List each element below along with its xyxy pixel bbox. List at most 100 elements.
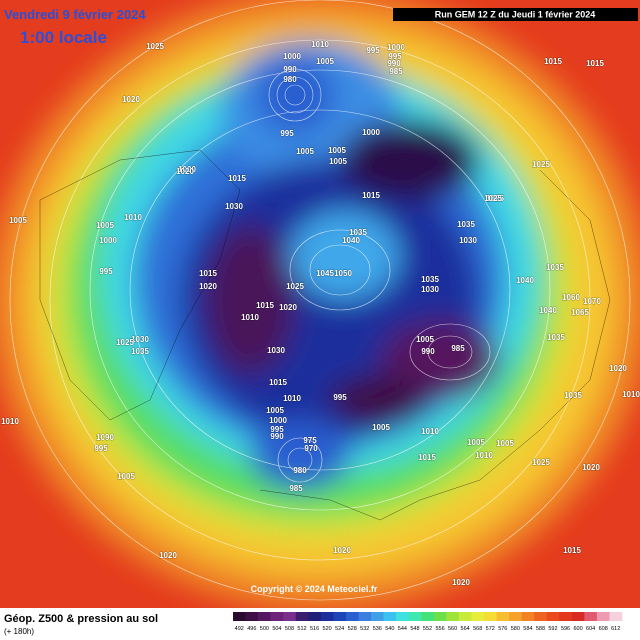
colorbar-swatch — [546, 612, 560, 621]
colorbar-swatch — [383, 612, 397, 621]
colorbar-label: 548 — [410, 626, 419, 632]
colorbar-swatch — [433, 612, 447, 621]
pressure-label: 1035 — [546, 263, 564, 272]
pressure-label: 1005 — [467, 438, 485, 447]
pressure-label: 1010 — [241, 313, 259, 322]
pressure-label: 1000 — [362, 128, 380, 137]
colorbar-swatch — [345, 612, 359, 621]
pressure-label: 1020 — [122, 95, 140, 104]
colorbar-swatch — [521, 612, 535, 621]
pressure-label: 1015 — [418, 453, 436, 462]
pressure-label: 990 — [270, 432, 284, 441]
colorbar-label: 496 — [247, 626, 256, 632]
pressure-label: 1010 — [283, 394, 301, 403]
pressure-label: 1030 — [131, 335, 149, 344]
pressure-label: 995 — [388, 52, 402, 61]
pressure-label: 1015 — [563, 546, 581, 555]
pressure-label: 1005 — [266, 406, 284, 415]
pressure-label: 1020 — [279, 303, 297, 312]
run-info: Run GEM 12 Z du Jeudi 1 février 2024 — [435, 9, 596, 19]
pressure-label: 1035 — [421, 275, 439, 284]
pressure-label: 1040 — [342, 236, 360, 245]
pressure-label: 1025 — [486, 194, 504, 203]
pressure-label: 1035 — [131, 347, 149, 356]
colorbar-label: 556 — [435, 626, 444, 632]
pressure-label: 985 — [451, 344, 465, 353]
pressure-label: 1030 — [267, 346, 285, 355]
pressure-label: 1030 — [459, 236, 477, 245]
pressure-label: 980 — [293, 466, 307, 475]
pressure-label: 1015 — [199, 269, 217, 278]
pressure-label: 995 — [94, 444, 108, 453]
colorbar-label: 492 — [235, 626, 244, 632]
pressure-label: 1020 — [452, 578, 470, 587]
colorbar-swatch — [559, 612, 573, 621]
colorbar-swatch — [496, 612, 510, 621]
colorbar-label: 608 — [599, 626, 608, 632]
pressure-label: 1025 — [286, 282, 304, 291]
run-box — [393, 8, 638, 21]
colorbar-swatch — [233, 612, 246, 621]
pressure-label: 1020 — [199, 282, 217, 291]
colorbar-swatch — [571, 612, 585, 621]
pressure-label: 1025 — [116, 338, 134, 347]
colorbar-swatch — [421, 612, 435, 621]
colorbar-label: 576 — [498, 626, 507, 632]
colorbar-swatch — [471, 612, 485, 621]
pressure-label: 1015 — [362, 191, 380, 200]
pressure-label: 1010 — [475, 451, 493, 460]
pressure-label: 1065 — [571, 308, 589, 317]
pressure-label: 1035 — [547, 333, 565, 342]
pressure-label: 990 — [421, 347, 435, 356]
pressure-label: 1005 — [416, 335, 434, 344]
pressure-label: 1000 — [269, 416, 287, 425]
pressure-label: 995 — [366, 46, 380, 55]
pressure-label: 1015 — [586, 59, 604, 68]
pressure-label: 1010 — [421, 427, 439, 436]
pressure-label: 990 — [283, 65, 297, 74]
pressure-label: 1000 — [178, 165, 196, 174]
pressure-label: 1040 — [539, 306, 557, 315]
pressure-label: 1035 — [349, 228, 367, 237]
colorbar-swatch — [483, 612, 497, 621]
colorbar-swatch — [295, 612, 309, 621]
pressure-label: 1005 — [328, 146, 346, 155]
colorbar-swatch — [446, 612, 460, 621]
pressure-label: 1000 — [387, 43, 405, 52]
colorbar-label: 580 — [511, 626, 520, 632]
pressure-label: 1005 — [329, 157, 347, 166]
pressure-label: 1020 — [333, 546, 351, 555]
colorbar-swatch — [245, 612, 259, 621]
colorbar-swatch — [396, 612, 409, 621]
pressure-label: 1020 — [176, 167, 194, 176]
colorbar-label: 512 — [297, 626, 306, 632]
pressure-label: 1030 — [225, 202, 243, 211]
colorbar-label: 604 — [586, 626, 595, 632]
colorbar-label: 572 — [486, 626, 495, 632]
colorbar-swatch — [371, 612, 384, 621]
pressure-label: 1015 — [269, 378, 287, 387]
legend-subtitle: (+ 180h) — [4, 627, 34, 636]
pressure-label: 1010 — [1, 417, 19, 426]
pressure-label: 985 — [289, 484, 303, 493]
pressure-label: 1000 — [99, 236, 117, 245]
colorbar-swatch — [534, 612, 548, 621]
date: Vendredi 9 février 2024 — [4, 7, 146, 22]
colorbar-label: 588 — [536, 626, 545, 632]
pressure-label: 1090 — [96, 433, 114, 442]
colorbar-label: 552 — [423, 626, 432, 632]
pressure-label: 1070 — [583, 297, 601, 306]
colorbar-swatch — [408, 612, 422, 621]
pressure-label: 995 — [280, 129, 294, 138]
colorbar-label: 504 — [272, 626, 281, 632]
colorbar-label: 520 — [323, 626, 332, 632]
colorbar-swatch — [270, 612, 284, 621]
pressure-label: 975 — [303, 436, 317, 445]
pressure-label: 1005 — [96, 221, 114, 230]
pressure-label: 1005 — [117, 472, 135, 481]
time: 1:00 locale — [20, 28, 107, 47]
pressure-label: 1015 — [544, 57, 562, 66]
pressure-label: 980 — [283, 75, 297, 84]
colorbar-label: 528 — [348, 626, 357, 632]
colorbar-label: 612 — [611, 626, 620, 632]
